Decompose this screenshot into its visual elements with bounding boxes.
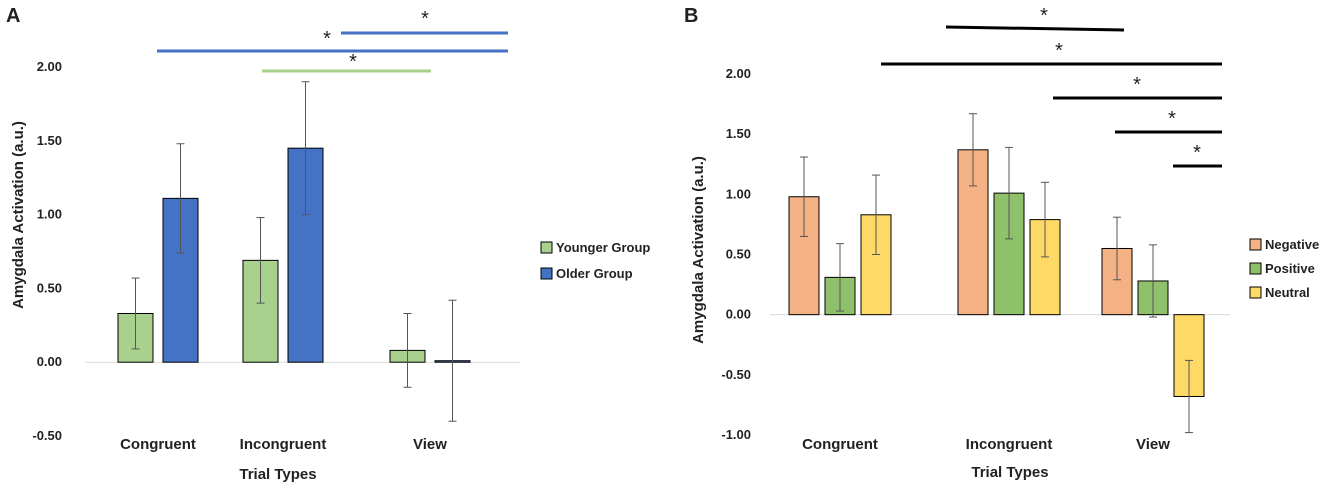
panel-a-x-axis-label: Trial Types <box>239 466 316 483</box>
panel-b-category-label: Congruent <box>802 436 878 453</box>
panel-a-label: A <box>6 5 20 27</box>
panel-a-legend-swatch <box>540 241 553 254</box>
panel-a-category-label: Incongruent <box>240 436 327 453</box>
panel-b-legend-label: Positive <box>1265 261 1315 276</box>
panel-a-category-label: View <box>413 436 447 453</box>
panel-a-legend-label: Younger Group <box>556 240 650 255</box>
panel-b-significance-star: * <box>1040 5 1048 27</box>
panel-b-y-tick-label: 0.00 <box>726 307 751 322</box>
panel-a-significance-star: * <box>349 51 357 73</box>
panel-a-y-tick-label: 1.50 <box>37 133 62 148</box>
panel-a-y-tick-label: 1.00 <box>37 207 62 222</box>
panel-b-significance-star: * <box>1193 142 1201 164</box>
panel-a-legend-swatch <box>540 267 553 280</box>
panel-b-legend-swatch <box>1249 262 1262 275</box>
panel-b-legend: Negative Positive Neutral <box>1249 237 1319 300</box>
panel-a-y-tick-label: 0.00 <box>37 354 62 369</box>
panel-a-y-tick-label: 0.50 <box>37 280 62 295</box>
panel-b-legend-label: Neutral <box>1265 285 1310 300</box>
panel-a-legend-label: Older Group <box>556 266 633 281</box>
panel-a-y-axis-label: Amygdala Activation (a.u.) <box>10 121 27 309</box>
panel-b-legend-label: Negative <box>1265 237 1319 252</box>
panel-a-significance-star: * <box>323 28 331 50</box>
panel-a-category-label: Congruent <box>120 436 196 453</box>
panel-b-y-tick-label: -0.50 <box>721 367 751 382</box>
panel-b-y-tick-label: 1.50 <box>726 126 751 141</box>
panel-b-category-label: View <box>1136 436 1170 453</box>
panel-b-label: B <box>684 5 698 27</box>
panel-b-significance-line <box>945 25 1125 32</box>
panel-b-y-tick-label: -1.00 <box>721 427 751 442</box>
panel-b-y-tick-label: 2.00 <box>726 66 751 81</box>
panel-b-plot: 2.00 1.50 1.00 0.50 0.00 -0.50 -1.00 Congruent I… <box>721 5 1230 453</box>
panel-a-y-tick-label: 2.00 <box>37 59 62 74</box>
panel-a-y-tick-label: -0.50 <box>32 428 62 443</box>
panel-b-significance-star: * <box>1133 74 1141 96</box>
panel-b-x-axis-label: Trial Types <box>971 464 1048 481</box>
panel-b-legend-swatch <box>1249 238 1262 251</box>
panel-b-y-tick-label: 1.00 <box>726 186 751 201</box>
panel-a-legend: Younger Group Older Group <box>540 240 650 281</box>
panel-b-significance-star: * <box>1168 108 1176 130</box>
panel-b-category-label: Incongruent <box>966 436 1053 453</box>
panel-b-significance-star: * <box>1055 40 1063 62</box>
panel-a-plot: 2.00 1.50 1.00 0.50 0.00 -0.50 Congruent Incong… <box>32 8 520 453</box>
panel-b-legend-swatch <box>1249 286 1262 299</box>
panel-b-y-tick-label: 0.50 <box>726 247 751 262</box>
panel-a-significance-star: * <box>421 8 429 30</box>
panel-b-y-axis-label: Amygdala Activation (a.u.) <box>690 156 707 344</box>
